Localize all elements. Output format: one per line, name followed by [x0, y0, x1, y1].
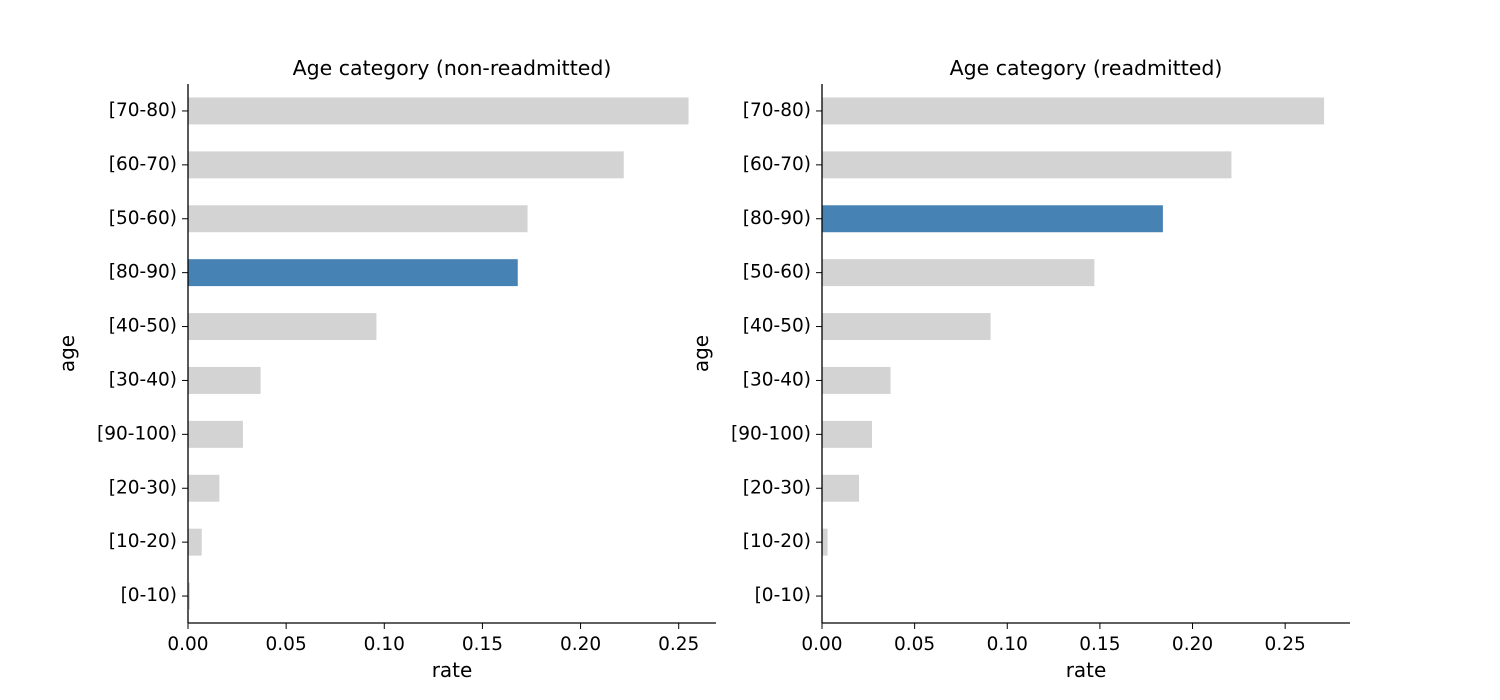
bar	[188, 528, 202, 556]
y-tick-label: [0-10)	[121, 585, 177, 606]
y-tick-label: [0-10)	[755, 585, 811, 606]
x-tick-label: 0.15	[462, 634, 503, 655]
x-tick-label: 0.00	[801, 634, 842, 655]
chart-title: Age category (non-readmitted)	[293, 56, 612, 80]
y-tick-label: [20-30)	[109, 477, 177, 498]
y-tick-label: [30-40)	[743, 369, 811, 390]
bar	[188, 582, 190, 610]
bar	[822, 420, 873, 448]
y-tick-label: [40-50)	[743, 316, 811, 337]
chart-title: Age category (readmitted)	[950, 56, 1223, 80]
subplot-non-readmitted: Age category (non-readmitted) rate age […	[55, 56, 716, 682]
y-axis-label: age	[55, 335, 79, 372]
bar	[822, 366, 891, 394]
x-axis-label: rate	[1066, 658, 1107, 682]
y-tick-label: [50-60)	[743, 262, 811, 283]
y-tick-label: [90-100)	[97, 423, 177, 444]
y-tick-label: [80-90)	[743, 208, 811, 229]
y-tick-label: [60-70)	[109, 154, 177, 175]
y-tick-label: [80-90)	[109, 262, 177, 283]
bar	[188, 205, 528, 233]
y-tick-label: [50-60)	[109, 208, 177, 229]
bar	[188, 474, 220, 502]
y-tick-label: [70-80)	[109, 100, 177, 121]
y-tick-label: [20-30)	[743, 477, 811, 498]
y-tick-label: [30-40)	[109, 369, 177, 390]
x-tick-label: 0.10	[987, 634, 1028, 655]
x-tick-label: 0.10	[364, 634, 405, 655]
x-tick-label: 0.05	[266, 634, 307, 655]
bar	[822, 474, 860, 502]
y-tick-label: [90-100)	[731, 423, 811, 444]
x-tick-label: 0.00	[167, 634, 208, 655]
bar	[822, 97, 1325, 125]
x-tick-label: 0.25	[1265, 634, 1306, 655]
x-tick-label: 0.25	[658, 634, 699, 655]
x-axis-label: rate	[432, 658, 473, 682]
y-tick-label: [70-80)	[743, 100, 811, 121]
bar	[822, 313, 991, 341]
bar	[822, 528, 828, 556]
y-axis-label: age	[689, 335, 713, 372]
subplot-readmitted: Age category (readmitted) rate age [70-8…	[689, 56, 1350, 682]
x-tick-label: 0.15	[1079, 634, 1120, 655]
bar	[188, 366, 261, 394]
x-tick-label: 0.20	[1172, 634, 1213, 655]
bar	[188, 420, 243, 448]
bar	[188, 97, 689, 125]
y-tick-label: [60-70)	[743, 154, 811, 175]
bar	[822, 205, 1163, 233]
bar	[188, 151, 624, 179]
y-tick-label: [10-20)	[109, 531, 177, 552]
y-tick-label: [40-50)	[109, 316, 177, 337]
y-tick-label: [10-20)	[743, 531, 811, 552]
bar	[188, 259, 518, 287]
bar	[822, 259, 1095, 287]
x-tick-label: 0.20	[560, 634, 601, 655]
bar	[822, 151, 1232, 179]
x-tick-label: 0.05	[894, 634, 935, 655]
bar	[188, 313, 377, 341]
